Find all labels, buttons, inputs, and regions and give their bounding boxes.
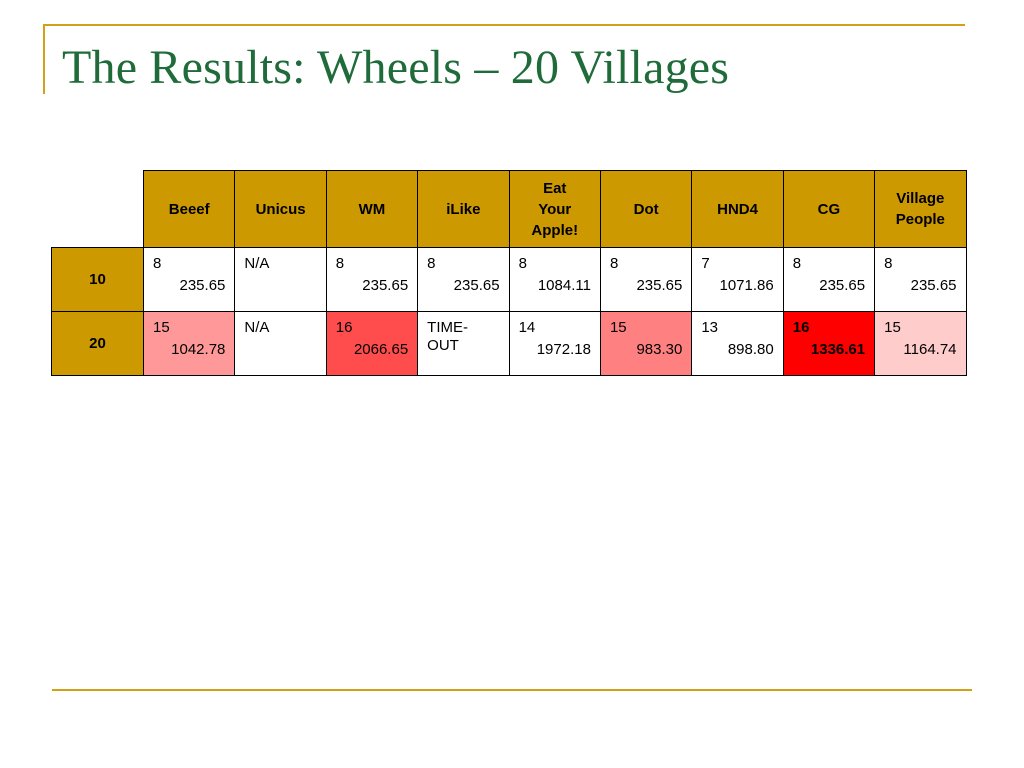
result-cell: 15 983.30	[599, 311, 693, 376]
result-cell: 8 235.65	[417, 247, 510, 312]
column-header: iLike	[417, 170, 510, 248]
cell-count: 8	[153, 255, 162, 272]
cell-value: 1972.18	[536, 341, 591, 358]
cell-count: 8	[884, 255, 893, 272]
cell-count: 8	[792, 255, 802, 272]
row-header: 20	[51, 311, 144, 376]
column-header: WM	[325, 170, 419, 248]
cell-count: 16	[335, 319, 353, 336]
cell-count: N/A	[244, 319, 270, 336]
cell-count: 8	[518, 255, 527, 272]
cell-value	[418, 355, 508, 359]
left-rule	[43, 24, 45, 94]
result-cell: 15 1164.74	[874, 311, 967, 376]
cell-count: 15	[609, 319, 627, 336]
result-cell: 8 235.65	[874, 247, 967, 312]
result-cell: 8 235.65	[142, 247, 236, 312]
result-cell: 15 1042.78	[142, 311, 236, 376]
column-header: Village People	[874, 170, 967, 248]
cell-count: N/A	[244, 255, 270, 272]
cell-count: 8	[609, 255, 619, 272]
result-cell: 8 235.65	[325, 247, 419, 312]
result-cell: 8 1084.11	[508, 247, 601, 312]
cell-value: 235.65	[179, 277, 226, 294]
cell-count: 7	[701, 255, 710, 272]
cell-value: 1071.86	[719, 277, 774, 294]
cell-value: 1164.74	[903, 341, 957, 358]
table-row: 20 15 1042.78 N/A 16 2066.65 TIME-OUT 14 1972.18…	[51, 311, 967, 376]
cell-count: 15	[884, 319, 901, 336]
result-cell: 16 2066.65	[325, 311, 419, 376]
cell-value: 235.65	[819, 277, 866, 294]
cell-count: 15	[153, 319, 170, 336]
cell-value: 235.65	[362, 277, 409, 294]
cell-value: 235.65	[636, 277, 683, 294]
bottom-rule	[52, 689, 972, 691]
cell-value: 1042.78	[171, 341, 226, 358]
cell-count: 8	[335, 255, 345, 272]
cell-value: 235.65	[453, 277, 500, 294]
cell-value: 1084.11	[537, 277, 591, 294]
result-cell: 13 898.80	[691, 311, 784, 376]
corner-cell	[51, 170, 144, 248]
cell-value	[235, 337, 325, 341]
cell-count: 16	[792, 319, 810, 336]
result-cell: 14 1972.18	[508, 311, 601, 376]
top-rule	[43, 24, 965, 26]
column-header: Beeef	[142, 170, 236, 248]
result-cell: 16 1336.61	[782, 311, 876, 376]
cell-count: 13	[701, 319, 719, 336]
table-row: 10 8 235.65 N/A 8 235.65 8 235.65 8 1084.11 8 235.6…	[51, 247, 967, 312]
column-header: CG	[782, 170, 876, 248]
column-header: Eat Your Apple!	[508, 170, 601, 248]
cell-value: 898.80	[727, 341, 774, 358]
result-cell: 7 1071.86	[691, 247, 784, 312]
cell-count: 8	[427, 255, 436, 272]
cell-value: 2066.65	[353, 341, 409, 358]
result-cell: N/A	[234, 247, 327, 312]
column-header: Dot	[599, 170, 693, 248]
column-header: HND4	[691, 170, 784, 248]
column-header: Unicus	[234, 170, 327, 248]
cell-value: 983.30	[636, 341, 683, 358]
result-cell: 8 235.65	[599, 247, 693, 312]
cell-value: 1336.61	[810, 341, 866, 358]
result-cell: N/A	[234, 311, 327, 376]
cell-count: 14	[518, 319, 536, 336]
cell-value: 235.65	[910, 277, 957, 294]
header-row: Beeef Unicus WM iLike Eat Your Apple! Do…	[51, 170, 967, 248]
row-header: 10	[51, 247, 144, 312]
cell-value	[235, 273, 325, 277]
result-cell: 8 235.65	[782, 247, 876, 312]
result-cell: TIME-OUT	[417, 311, 510, 376]
cell-count: TIME-OUT	[427, 319, 468, 354]
slide-title: The Results: Wheels – 20 Villages	[62, 41, 730, 94]
results-table: Beeef Unicus WM iLike Eat Your Apple! Do…	[51, 170, 967, 376]
